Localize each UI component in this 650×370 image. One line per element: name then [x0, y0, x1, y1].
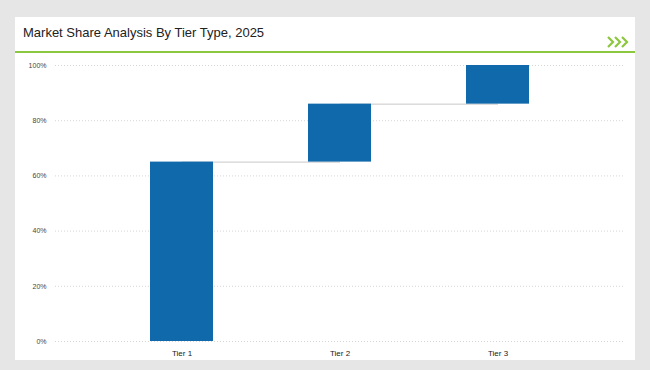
svg-text:Tier 1: Tier 1: [172, 349, 193, 357]
svg-text:40%: 40%: [32, 227, 46, 234]
svg-text:Tier 2: Tier 2: [330, 349, 351, 357]
html-text:Market Share Analysis By Tier: Market Share Analysis By Tier Type, 2025: [23, 25, 265, 40]
svg-text:20%: 20%: [32, 283, 46, 290]
svg-text:80%: 80%: [32, 117, 46, 124]
svg-text:Tier 3: Tier 3: [488, 349, 509, 357]
svg-text:60%: 60%: [32, 172, 46, 179]
svg-text:0%: 0%: [36, 338, 46, 345]
svg-text:100%: 100%: [29, 62, 47, 69]
